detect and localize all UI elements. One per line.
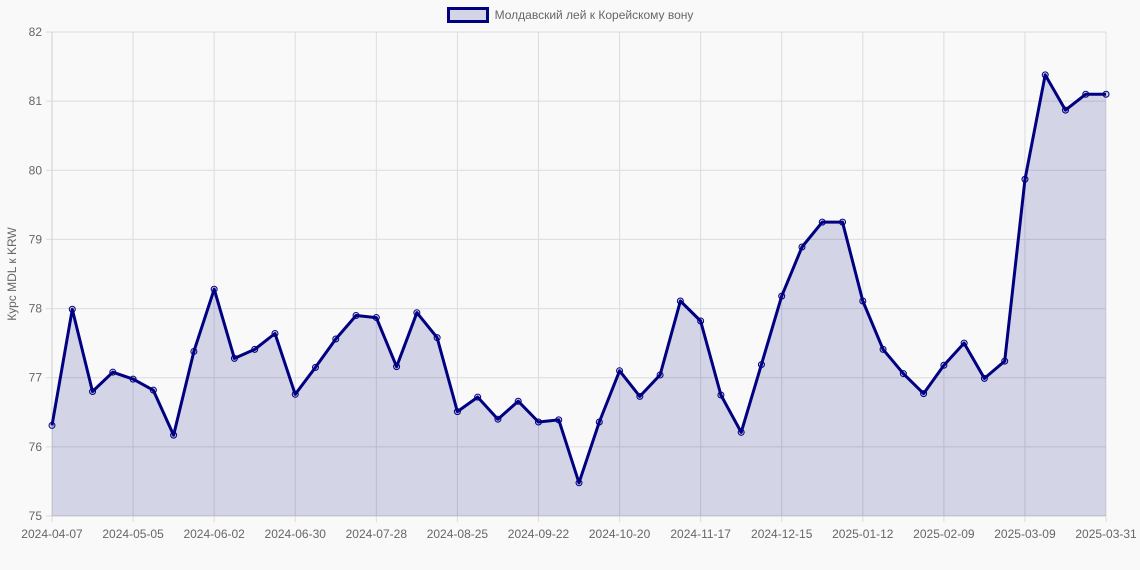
data-point[interactable] [616, 367, 624, 375]
x-axis-ticks: 2024-04-07 2024-05-05 2024-06-02 2024-06-30… [21, 527, 1137, 541]
grid-lines [46, 31, 1107, 522]
data-point[interactable] [778, 292, 786, 300]
data-point[interactable] [514, 397, 522, 405]
y-axis-ticks: 75 76 77 78 79 80 81 82 [29, 25, 43, 523]
data-point[interactable] [656, 371, 664, 379]
data-point[interactable] [798, 243, 806, 251]
x-tick-label: 2025-03-31 [1075, 527, 1137, 541]
x-tick-label: 2024-06-02 [183, 527, 245, 541]
x-tick-label: 2025-01-12 [832, 527, 894, 541]
data-point[interactable] [271, 329, 279, 337]
data-point[interactable] [251, 345, 259, 353]
data-point[interactable] [636, 392, 644, 400]
data-point[interactable] [291, 390, 299, 398]
area-fill [52, 74, 1106, 517]
x-tick-label: 2024-08-25 [427, 527, 489, 541]
data-point[interactable] [453, 408, 461, 416]
data-point[interactable] [372, 314, 380, 322]
data-point[interactable] [960, 339, 968, 347]
data-point[interactable] [332, 335, 340, 343]
data-point[interactable] [1001, 357, 1009, 365]
y-tick-label: 77 [29, 371, 43, 385]
x-tick-label: 2024-04-07 [21, 527, 83, 541]
data-point[interactable] [676, 297, 684, 305]
data-point[interactable] [980, 374, 988, 382]
data-point[interactable] [312, 363, 320, 371]
data-point[interactable] [474, 393, 482, 401]
data-point[interactable] [899, 370, 907, 378]
x-tick-label: 2024-09-22 [508, 527, 570, 541]
data-point[interactable] [839, 218, 847, 226]
data-point[interactable] [555, 416, 563, 424]
y-tick-label: 78 [29, 302, 43, 316]
chart-legend[interactable]: Молдавский лей к Корейскому вону [0, 7, 1140, 23]
x-tick-label: 2025-03-09 [994, 527, 1056, 541]
data-point[interactable] [352, 311, 360, 319]
y-tick-label: 81 [29, 94, 43, 108]
x-tick-label: 2025-02-09 [913, 527, 975, 541]
y-tick-label: 80 [29, 163, 43, 177]
data-point[interactable] [393, 363, 401, 371]
data-point[interactable] [1062, 106, 1069, 114]
data-point[interactable] [89, 388, 97, 396]
legend-swatch [446, 7, 489, 23]
y-tick-label: 82 [29, 25, 43, 39]
data-point[interactable] [494, 415, 502, 423]
data-point[interactable] [534, 418, 542, 426]
data-point[interactable] [595, 418, 603, 426]
y-tick-label: 76 [29, 440, 43, 454]
data-point[interactable] [433, 334, 441, 342]
data-point[interactable] [859, 297, 867, 305]
data-point[interactable] [879, 345, 887, 353]
data-point[interactable] [230, 354, 238, 362]
data-point[interactable] [109, 368, 117, 376]
data-point[interactable] [737, 428, 745, 436]
x-tick-label: 2024-11-17 [670, 527, 731, 541]
data-point[interactable] [1082, 90, 1090, 98]
data-point[interactable] [757, 361, 765, 369]
y-tick-label: 75 [29, 509, 43, 523]
data-point[interactable] [149, 386, 157, 394]
data-point[interactable] [697, 317, 705, 325]
data-points[interactable] [48, 71, 1110, 487]
x-tick-label: 2024-07-28 [346, 527, 408, 541]
data-point[interactable] [717, 391, 725, 399]
data-point[interactable] [68, 305, 76, 313]
data-point[interactable] [413, 309, 421, 317]
data-point[interactable] [1102, 90, 1110, 98]
x-tick-label: 2024-12-15 [751, 527, 813, 541]
data-point[interactable] [1021, 175, 1029, 183]
data-line [50, 73, 1106, 485]
data-point[interactable] [818, 218, 826, 226]
data-point[interactable] [48, 421, 56, 429]
data-point[interactable] [1041, 71, 1049, 79]
data-point[interactable] [129, 375, 137, 383]
x-tick-label: 2024-05-05 [102, 527, 164, 541]
data-point[interactable] [920, 390, 928, 398]
data-point[interactable] [575, 479, 583, 487]
data-point[interactable] [210, 285, 218, 293]
x-tick-label: 2024-10-20 [589, 527, 651, 541]
legend-label: Молдавский лей к Корейскому вону [494, 8, 694, 22]
x-tick-label: 2024-06-30 [265, 527, 327, 541]
y-tick-label: 79 [29, 232, 43, 246]
data-point[interactable] [190, 347, 198, 355]
data-point[interactable] [940, 361, 948, 369]
data-point[interactable] [170, 431, 178, 439]
